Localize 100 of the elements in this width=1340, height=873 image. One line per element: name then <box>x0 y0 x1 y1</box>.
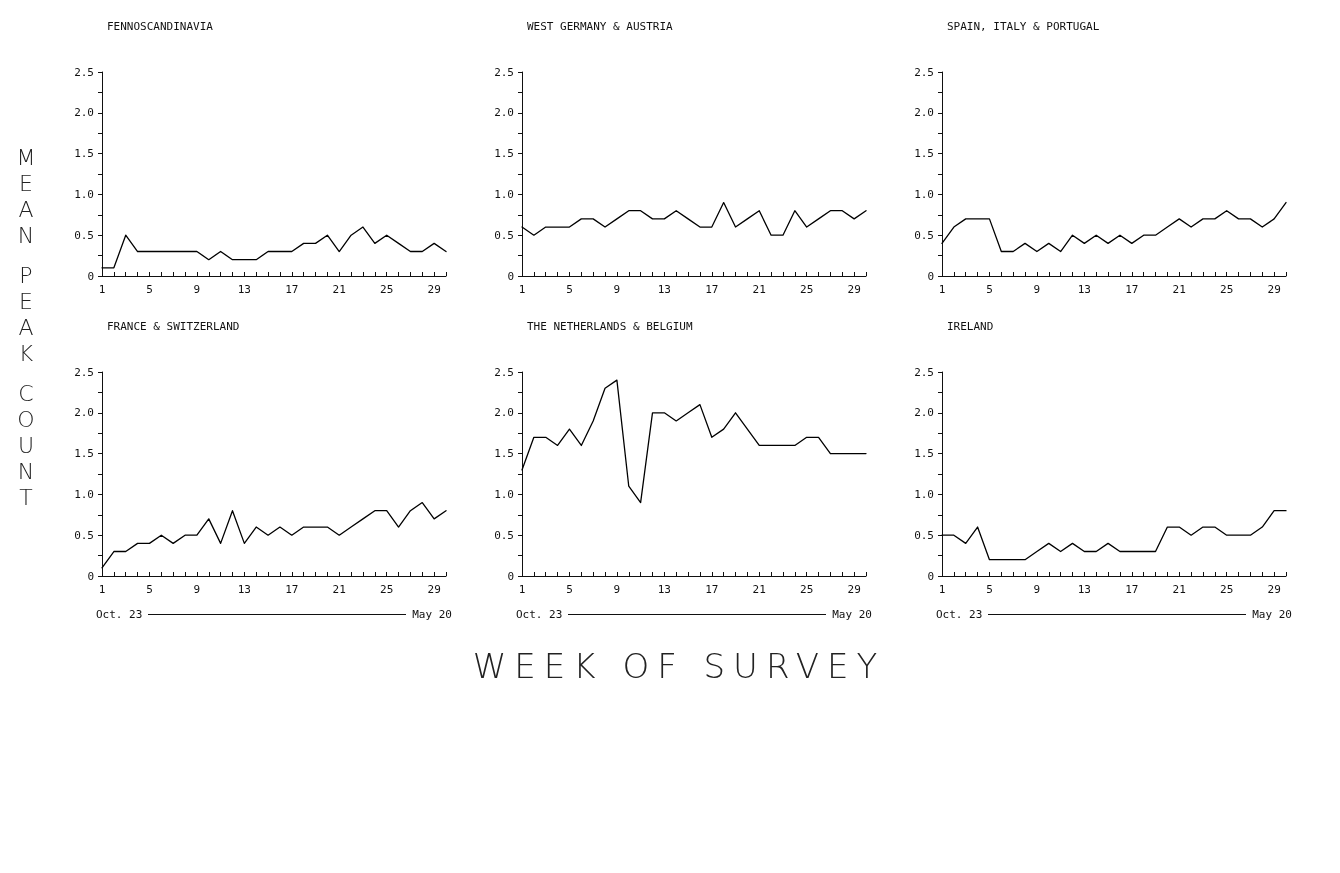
x-tick-label: 9 <box>1033 283 1041 296</box>
chart-title: IRELAND <box>947 320 994 333</box>
y-tick-label: 1.0 <box>914 187 934 201</box>
y-tick-label: 0 <box>927 269 934 283</box>
line-series <box>101 226 447 269</box>
y-tick-label: 0.5 <box>74 528 94 542</box>
x-tick-label: 5 <box>986 283 993 296</box>
y-tick-label: 1.5 <box>494 447 514 461</box>
y-tick-label: 2.5 <box>494 365 514 379</box>
chart-title: WEST GERMANY & AUSTRIA <box>527 20 674 33</box>
x-tick-label: 21 <box>752 283 766 296</box>
y-tick-label: 1.5 <box>494 147 514 161</box>
x-tick-label: 13 <box>237 583 251 596</box>
y-tick-label: 0 <box>87 569 94 583</box>
x-tick-label: 13 <box>657 583 671 596</box>
y-tick-label: 0.5 <box>914 528 934 542</box>
x-tick-label: 21 <box>332 583 346 596</box>
x-tick-label: 29 <box>427 283 441 296</box>
y-tick-label: 2.5 <box>494 65 514 79</box>
line-series <box>521 379 867 504</box>
chart-title: SPAIN, ITALY & PORTUGAL <box>947 20 1100 33</box>
x-tick-label: 25 <box>380 283 394 296</box>
x-tick-label: 29 <box>427 583 441 596</box>
y-tick-label: 0 <box>927 569 934 583</box>
y-tick-label: 2.0 <box>74 406 94 420</box>
y-tick-label: 0.5 <box>74 228 94 242</box>
y-tick-label: 2.5 <box>914 65 934 79</box>
x-tick-label: 17 <box>285 583 299 596</box>
y-tick-label: 1.5 <box>74 447 94 461</box>
x-tick-label: 13 <box>1077 583 1091 596</box>
x-tick-label: 13 <box>657 283 671 296</box>
text: Oct. 23 <box>516 608 563 621</box>
x-tick-label: 29 <box>1267 283 1281 296</box>
y-tick-label: 2.0 <box>914 406 934 420</box>
y-tick-label: 2.0 <box>494 106 514 120</box>
y-tick-label: 1.5 <box>914 147 934 161</box>
x-axis-title: WEEK OF SURVEY <box>471 646 887 686</box>
x-tick-label: 21 <box>332 283 346 296</box>
x-tick-label: 17 <box>705 583 719 596</box>
x-tick-label: 5 <box>566 583 573 596</box>
y-tick-label: 2.5 <box>74 365 94 379</box>
x-tick-label: 5 <box>986 583 993 596</box>
x-tick-label: 17 <box>1125 283 1139 296</box>
x-tick-label: 25 <box>1220 283 1234 296</box>
text: Oct. 23 <box>936 608 983 621</box>
chart-title: FRANCE & SWITZERLAND <box>107 320 240 333</box>
x-tick-label: 21 <box>1172 283 1186 296</box>
y-tick-label: 1.5 <box>74 147 94 161</box>
x-tick-label: 17 <box>285 283 299 296</box>
y-tick-label: 0.5 <box>914 228 934 242</box>
x-tick-label: 9 <box>1033 583 1041 596</box>
chart-title: THE NETHERLANDS & BELGIUM <box>527 320 693 333</box>
x-tick-label: 1 <box>98 583 106 596</box>
x-tick-label: 5 <box>146 283 153 296</box>
y-tick-label: 0 <box>507 569 514 583</box>
x-tick-label: 1 <box>938 283 946 296</box>
y-tick-label: 1.0 <box>74 487 94 501</box>
text: May 20 <box>412 608 452 621</box>
x-tick-label: 9 <box>193 583 201 596</box>
x-tick-label: 17 <box>1125 583 1139 596</box>
y-tick-label: 2.0 <box>74 106 94 120</box>
line-series <box>521 201 867 236</box>
y-tick-label: 0 <box>507 269 514 283</box>
y-tick-label: 2.0 <box>914 106 934 120</box>
y-tick-label: 0.5 <box>494 528 514 542</box>
y-tick-label: 0 <box>87 269 94 283</box>
x-tick-label: 1 <box>518 583 526 596</box>
y-tick-label: 2.0 <box>494 406 514 420</box>
x-tick-label: 25 <box>800 283 814 296</box>
line-series <box>941 201 1287 253</box>
x-tick-label: 21 <box>1172 583 1186 596</box>
line-series <box>101 501 447 569</box>
x-tick-label: 1 <box>938 583 946 596</box>
text: May 20 <box>1252 608 1292 621</box>
y-tick-label: 0.5 <box>494 228 514 242</box>
y-tick-label: 1.0 <box>494 487 514 501</box>
x-tick-label: 13 <box>1077 283 1091 296</box>
text: MEAN PEAK COUNT <box>16 145 36 510</box>
y-tick-label: 2.5 <box>74 65 94 79</box>
x-tick-label: 29 <box>1267 583 1281 596</box>
x-tick-label: 9 <box>613 583 621 596</box>
text: May 20 <box>832 608 872 621</box>
text: Oct. 23 <box>96 608 143 621</box>
x-tick-label: 25 <box>1220 583 1234 596</box>
x-tick-label: 17 <box>705 283 719 296</box>
x-tick-label: 1 <box>518 283 526 296</box>
line-series <box>941 510 1287 561</box>
y-tick-label: 1.0 <box>494 187 514 201</box>
x-tick-label: 29 <box>847 583 861 596</box>
x-tick-label: 25 <box>380 583 394 596</box>
x-tick-label: 9 <box>613 283 621 296</box>
chart-title: FENNOSCANDINAVIA <box>107 20 214 33</box>
x-tick-label: 29 <box>847 283 861 296</box>
x-tick-label: 1 <box>98 283 106 296</box>
y-tick-label: 2.5 <box>914 365 934 379</box>
x-tick-label: 13 <box>237 283 251 296</box>
x-tick-label: 5 <box>146 583 153 596</box>
x-tick-label: 21 <box>752 583 766 596</box>
x-tick-label: 25 <box>800 583 814 596</box>
y-tick-label: 1.5 <box>914 447 934 461</box>
